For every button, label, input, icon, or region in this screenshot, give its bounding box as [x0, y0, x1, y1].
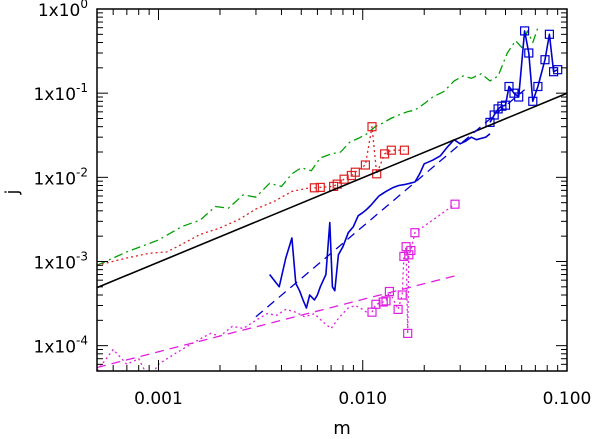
ticks-layer	[97, 8, 568, 371]
series-2-marker	[386, 145, 396, 155]
series-2-marker	[360, 160, 370, 170]
x-tick-label: 0.001	[134, 389, 183, 409]
y-tick-label: 1x100	[38, 0, 88, 21]
series-6-marker	[378, 297, 388, 307]
series-4-marker	[514, 92, 524, 102]
series-2-marker	[309, 183, 319, 193]
y-tick-label: 1x10-2	[34, 165, 88, 189]
series-4-marker	[540, 55, 550, 65]
series-line-1	[97, 187, 310, 266]
x-axis-label: m	[333, 418, 351, 439]
series-6-marker	[397, 290, 407, 300]
series-line-7	[97, 92, 567, 289]
series-line-0	[97, 27, 539, 266]
series-2-marker	[399, 145, 409, 155]
series-4-marker	[528, 96, 538, 106]
series-line-9	[97, 273, 461, 369]
series-line-6	[371, 203, 456, 335]
series-4-marker	[533, 81, 543, 92]
series-4-marker	[504, 81, 514, 92]
series-4-marker	[524, 48, 534, 58]
series-6-marker	[371, 299, 381, 309]
series-2-marker	[367, 122, 377, 132]
y-tick-label: 1x10-1	[34, 81, 88, 105]
series-4-marker	[519, 26, 530, 36]
x-tick-label: 0.100	[543, 389, 592, 409]
series-6-marker	[450, 199, 460, 209]
x-tick-label: 0.010	[338, 389, 387, 409]
series-6-marker	[403, 328, 413, 338]
series-line-3	[268, 133, 491, 309]
series-6-marker	[406, 245, 416, 256]
y-axis-label: j	[2, 189, 23, 195]
series-6-marker	[399, 251, 409, 261]
series-4-marker	[553, 65, 563, 75]
series-layer	[97, 26, 567, 371]
series-4-marker	[544, 29, 555, 39]
series-line-8	[255, 89, 526, 318]
tick-labels: 0.001 0.010 0.100 1x10-4 1x10-3 1x10-2 1x10-1 1…	[34, 0, 592, 409]
y-tick-label: 1x10-4	[34, 334, 88, 358]
y-tick-label: 1x10-3	[34, 249, 88, 273]
series-6-marker	[381, 296, 391, 306]
series-2-marker	[315, 182, 325, 192]
series-line-4	[489, 30, 559, 123]
series-6-marker	[393, 304, 403, 314]
series-2-marker	[350, 167, 360, 177]
series-4-marker	[500, 100, 511, 110]
series-line-5	[97, 304, 370, 371]
series-6-marker	[410, 228, 420, 238]
